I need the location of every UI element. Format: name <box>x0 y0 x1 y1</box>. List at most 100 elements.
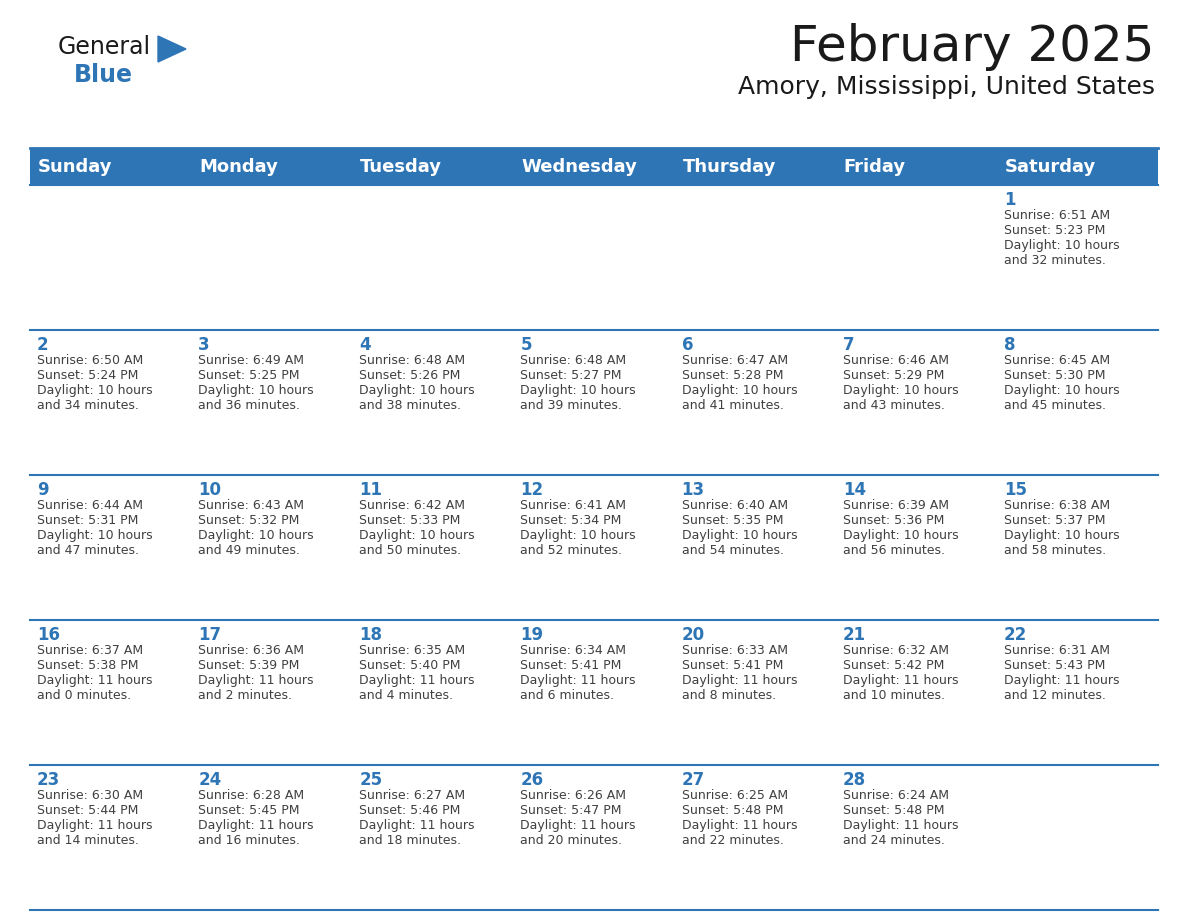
Bar <box>191 330 353 475</box>
Text: Sunset: 5:24 PM: Sunset: 5:24 PM <box>37 369 138 382</box>
Text: Sunrise: 6:41 AM: Sunrise: 6:41 AM <box>520 499 626 512</box>
Bar <box>30 185 191 330</box>
Bar <box>997 765 1158 910</box>
Text: Daylight: 10 hours: Daylight: 10 hours <box>359 529 475 542</box>
Text: Sunset: 5:44 PM: Sunset: 5:44 PM <box>37 804 138 817</box>
Text: and 24 minutes.: and 24 minutes. <box>842 834 944 847</box>
Text: Sunset: 5:34 PM: Sunset: 5:34 PM <box>520 514 621 527</box>
Text: Sunset: 5:31 PM: Sunset: 5:31 PM <box>37 514 138 527</box>
Text: Sunset: 5:40 PM: Sunset: 5:40 PM <box>359 659 461 672</box>
Text: Wednesday: Wednesday <box>522 158 637 175</box>
Text: Daylight: 11 hours: Daylight: 11 hours <box>682 674 797 687</box>
Text: Sunset: 5:48 PM: Sunset: 5:48 PM <box>682 804 783 817</box>
Text: 13: 13 <box>682 481 704 499</box>
Text: 8: 8 <box>1004 336 1016 354</box>
Bar <box>513 475 675 620</box>
Text: and 10 minutes.: and 10 minutes. <box>842 689 944 702</box>
Bar <box>513 148 675 185</box>
Bar <box>30 148 191 185</box>
Bar <box>353 765 513 910</box>
Text: Sunset: 5:43 PM: Sunset: 5:43 PM <box>1004 659 1105 672</box>
Bar <box>353 330 513 475</box>
Text: Daylight: 10 hours: Daylight: 10 hours <box>198 529 314 542</box>
Text: Daylight: 11 hours: Daylight: 11 hours <box>37 819 152 832</box>
Bar <box>997 620 1158 765</box>
Text: Sunset: 5:29 PM: Sunset: 5:29 PM <box>842 369 944 382</box>
Text: Daylight: 10 hours: Daylight: 10 hours <box>359 384 475 397</box>
Bar <box>191 765 353 910</box>
Bar <box>30 765 191 910</box>
Text: 24: 24 <box>198 771 221 789</box>
Bar <box>997 148 1158 185</box>
Text: Sunrise: 6:46 AM: Sunrise: 6:46 AM <box>842 354 949 367</box>
Text: Daylight: 10 hours: Daylight: 10 hours <box>520 384 636 397</box>
Text: Daylight: 11 hours: Daylight: 11 hours <box>682 819 797 832</box>
Text: Sunrise: 6:43 AM: Sunrise: 6:43 AM <box>198 499 304 512</box>
Text: and 50 minutes.: and 50 minutes. <box>359 544 461 557</box>
Text: and 43 minutes.: and 43 minutes. <box>842 399 944 412</box>
Text: Daylight: 11 hours: Daylight: 11 hours <box>520 674 636 687</box>
Text: Sunrise: 6:42 AM: Sunrise: 6:42 AM <box>359 499 466 512</box>
Bar <box>675 330 835 475</box>
Text: 2: 2 <box>37 336 49 354</box>
Text: Sunset: 5:33 PM: Sunset: 5:33 PM <box>359 514 461 527</box>
Text: Blue: Blue <box>74 63 133 87</box>
Text: 27: 27 <box>682 771 704 789</box>
Text: Daylight: 11 hours: Daylight: 11 hours <box>198 674 314 687</box>
Text: 9: 9 <box>37 481 49 499</box>
Text: Sunset: 5:30 PM: Sunset: 5:30 PM <box>1004 369 1105 382</box>
Text: and 8 minutes.: and 8 minutes. <box>682 689 776 702</box>
Text: General: General <box>58 35 151 59</box>
Text: Daylight: 11 hours: Daylight: 11 hours <box>842 674 959 687</box>
Text: and 45 minutes.: and 45 minutes. <box>1004 399 1106 412</box>
Text: and 6 minutes.: and 6 minutes. <box>520 689 614 702</box>
Text: and 54 minutes.: and 54 minutes. <box>682 544 784 557</box>
Text: and 38 minutes.: and 38 minutes. <box>359 399 461 412</box>
Text: Saturday: Saturday <box>1005 158 1097 175</box>
Bar <box>30 620 191 765</box>
Bar <box>191 185 353 330</box>
Text: and 4 minutes.: and 4 minutes. <box>359 689 454 702</box>
Text: and 58 minutes.: and 58 minutes. <box>1004 544 1106 557</box>
Text: Daylight: 10 hours: Daylight: 10 hours <box>682 384 797 397</box>
Text: Sunset: 5:47 PM: Sunset: 5:47 PM <box>520 804 623 817</box>
Text: 11: 11 <box>359 481 383 499</box>
Bar <box>353 620 513 765</box>
Bar <box>997 330 1158 475</box>
Text: Sunset: 5:48 PM: Sunset: 5:48 PM <box>842 804 944 817</box>
Bar <box>835 765 997 910</box>
Bar <box>675 765 835 910</box>
Text: Sunset: 5:41 PM: Sunset: 5:41 PM <box>682 659 783 672</box>
Text: Daylight: 11 hours: Daylight: 11 hours <box>198 819 314 832</box>
Text: and 52 minutes.: and 52 minutes. <box>520 544 623 557</box>
Text: 16: 16 <box>37 626 61 644</box>
Text: and 56 minutes.: and 56 minutes. <box>842 544 944 557</box>
Text: Sunrise: 6:48 AM: Sunrise: 6:48 AM <box>520 354 626 367</box>
Text: Sunset: 5:25 PM: Sunset: 5:25 PM <box>198 369 299 382</box>
Text: Sunrise: 6:33 AM: Sunrise: 6:33 AM <box>682 644 788 657</box>
Text: Daylight: 10 hours: Daylight: 10 hours <box>198 384 314 397</box>
Bar <box>30 330 191 475</box>
Bar <box>353 148 513 185</box>
Text: 4: 4 <box>359 336 371 354</box>
Text: and 39 minutes.: and 39 minutes. <box>520 399 623 412</box>
Text: and 12 minutes.: and 12 minutes. <box>1004 689 1106 702</box>
Bar <box>30 475 191 620</box>
Text: 20: 20 <box>682 626 704 644</box>
Text: 14: 14 <box>842 481 866 499</box>
Text: and 34 minutes.: and 34 minutes. <box>37 399 139 412</box>
Text: Monday: Monday <box>200 158 278 175</box>
Text: Sunrise: 6:40 AM: Sunrise: 6:40 AM <box>682 499 788 512</box>
Text: Tuesday: Tuesday <box>360 158 442 175</box>
Text: 15: 15 <box>1004 481 1026 499</box>
Text: 6: 6 <box>682 336 693 354</box>
Text: Sunset: 5:46 PM: Sunset: 5:46 PM <box>359 804 461 817</box>
Text: Sunrise: 6:24 AM: Sunrise: 6:24 AM <box>842 789 949 802</box>
Text: Sunday: Sunday <box>38 158 113 175</box>
Bar <box>997 185 1158 330</box>
Bar <box>513 765 675 910</box>
Bar <box>675 475 835 620</box>
Bar <box>675 148 835 185</box>
Text: Daylight: 10 hours: Daylight: 10 hours <box>37 529 152 542</box>
Text: Daylight: 10 hours: Daylight: 10 hours <box>520 529 636 542</box>
